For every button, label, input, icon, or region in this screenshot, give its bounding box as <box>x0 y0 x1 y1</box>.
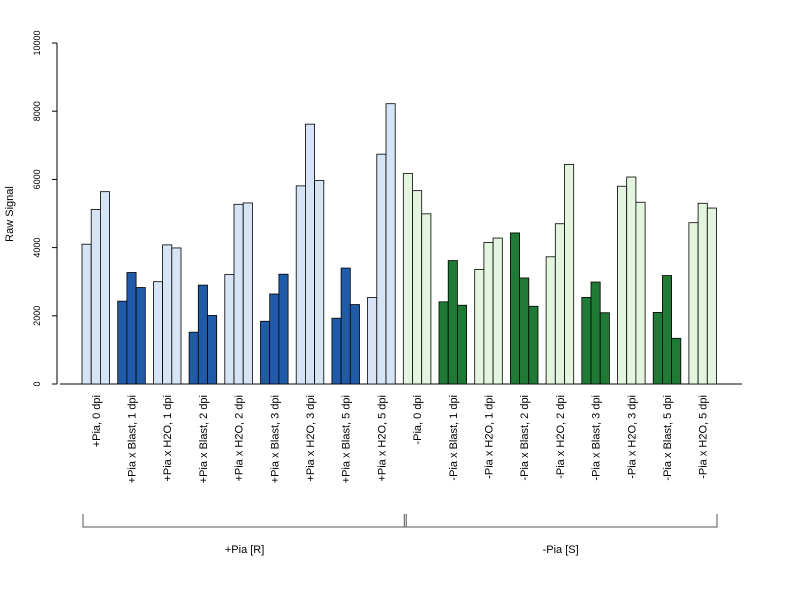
y-tick-label: 4000 <box>32 238 42 258</box>
bar <box>456 304 467 385</box>
category-label: +Pia x Blast, 3 dpi <box>269 395 281 483</box>
category-label: -Pia x Blast, 2 dpi <box>519 395 531 481</box>
bar <box>626 176 637 385</box>
y-tick-label: 10000 <box>32 30 42 55</box>
group-brackets: +Pia [R] -Pia [S] <box>82 514 718 556</box>
bar <box>135 287 146 385</box>
category-label: +Pia x H2O, 2 dpi <box>234 395 246 482</box>
bar <box>412 190 423 385</box>
bar <box>90 209 101 385</box>
bar <box>376 153 387 385</box>
bar <box>599 312 610 385</box>
category-label: -Pia x Blast, 5 dpi <box>662 395 674 481</box>
bar <box>662 275 673 385</box>
bar <box>697 202 708 385</box>
bar <box>314 180 325 385</box>
bar <box>152 281 163 385</box>
bar <box>564 163 575 385</box>
category-label: -Pia x Blast, 1 dpi <box>448 395 460 481</box>
bar <box>385 103 396 385</box>
bar <box>554 223 565 385</box>
bar <box>519 277 530 385</box>
bar <box>304 123 315 385</box>
category-label: +Pia, 0 dpi <box>91 395 103 447</box>
y-tick-label: 8000 <box>32 101 42 121</box>
bar <box>635 201 646 385</box>
x-axis-labels: +Pia, 0 dpi +Pia x Blast, 1 dpi +Pia x H2O… <box>91 395 710 483</box>
category-label: +Pia x Blast, 5 dpi <box>341 395 353 483</box>
bar <box>81 243 92 385</box>
bar <box>233 203 244 385</box>
bar <box>349 304 360 385</box>
bar <box>652 311 663 385</box>
category-label: -Pia x Blast, 3 dpi <box>591 395 603 481</box>
bar <box>100 191 111 385</box>
category-label: +Pia x H2O, 3 dpi <box>305 395 317 482</box>
bar <box>295 185 306 385</box>
bar <box>492 237 503 385</box>
group-bracket <box>403 514 718 528</box>
category-label: +Pia x H2O, 5 dpi <box>376 395 388 482</box>
bar <box>617 185 628 385</box>
bar <box>162 244 173 385</box>
category-label: -Pia x H2O, 5 dpi <box>698 395 710 479</box>
bar <box>483 242 494 385</box>
bar <box>171 247 182 385</box>
bar <box>340 267 351 385</box>
bar <box>581 296 592 385</box>
y-axis-title: Raw Signal <box>4 186 16 242</box>
category-label: -Pia x H2O, 2 dpi <box>555 395 567 479</box>
bar <box>367 296 378 385</box>
bar <box>671 337 682 385</box>
bar <box>278 273 289 385</box>
category-label: -Pia, 0 dpi <box>412 395 424 445</box>
bar <box>207 315 218 385</box>
bars <box>81 103 717 385</box>
bar <box>269 293 280 385</box>
bar <box>117 300 128 385</box>
bar <box>706 207 717 385</box>
bar <box>242 202 253 385</box>
y-tick-label: 6000 <box>32 169 42 189</box>
bar <box>528 305 539 385</box>
bar <box>545 256 556 385</box>
bar <box>438 301 449 385</box>
bar <box>188 331 199 385</box>
category-label: +Pia x Blast, 1 dpi <box>127 395 139 483</box>
group-label: +Pia [R] <box>225 544 264 556</box>
bar <box>447 260 458 385</box>
group-label: -Pia [S] <box>543 544 579 556</box>
category-label: -Pia x H2O, 1 dpi <box>484 395 496 479</box>
category-label: +Pia x Blast, 2 dpi <box>198 395 210 483</box>
bar <box>509 232 520 385</box>
bar <box>421 213 432 385</box>
bar <box>260 320 271 385</box>
bar <box>331 317 342 385</box>
y-tick-label: 2000 <box>32 306 42 326</box>
category-label: +Pia x H2O, 1 dpi <box>162 395 174 482</box>
bar <box>590 281 601 385</box>
bar <box>126 272 137 385</box>
category-label: -Pia x H2O, 3 dpi <box>626 395 638 479</box>
bar <box>474 269 485 385</box>
y-tick-label: 0 <box>32 381 42 386</box>
bar <box>197 284 208 385</box>
group-bracket <box>82 514 407 528</box>
bar <box>688 222 699 385</box>
bar <box>224 274 235 385</box>
bar <box>402 173 413 385</box>
